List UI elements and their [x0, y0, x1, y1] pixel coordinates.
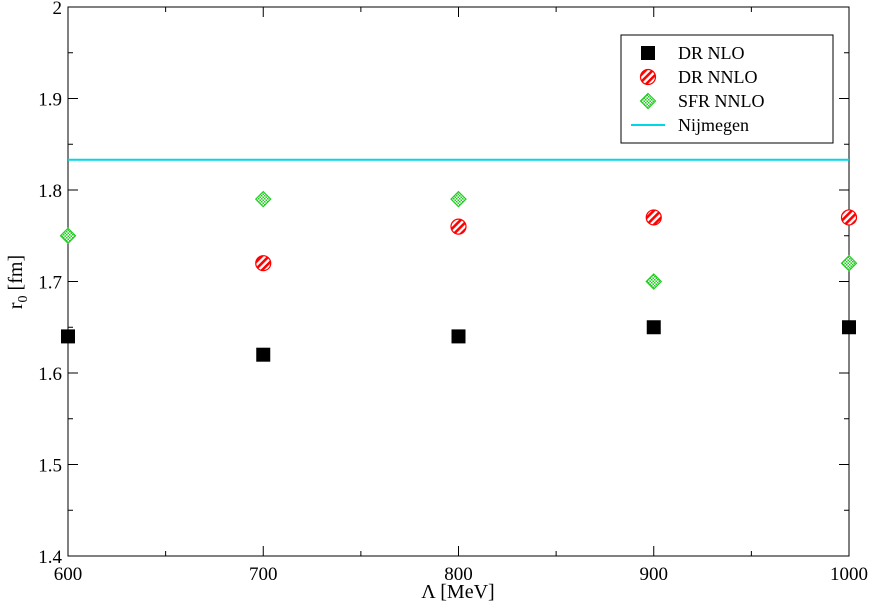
x-tick-label: 700	[249, 564, 278, 585]
x-tick-label: 900	[640, 564, 669, 585]
y-tick-label: 1.8	[38, 181, 62, 202]
legend-swatch-dr-nlo	[641, 46, 655, 60]
legend-label-sfr-nnlo: SFR NNLO	[678, 91, 765, 111]
x-tick-label: 800	[444, 564, 473, 585]
y-axis-title: r0 [fm]	[5, 255, 31, 309]
dr-nnlo-point	[840, 209, 858, 226]
x-tick-label: 1000	[830, 564, 868, 585]
dr-nlo-point	[256, 347, 271, 362]
sfr-nnlo-point	[840, 254, 858, 272]
y-tick-label: 1.5	[38, 456, 62, 477]
x-axis-title: Λ [MeV]	[421, 581, 494, 603]
y-axis-title-subscript: 0	[16, 295, 31, 302]
sfr-nnlo-point	[450, 190, 467, 208]
legend: DR NLO DR NNLO SFR NNLO Nijmegen	[620, 34, 834, 144]
x-tick-label: 600	[54, 564, 83, 585]
y-tick-label: 1.7	[38, 273, 62, 294]
legend-label-dr-nlo: DR NLO	[678, 43, 745, 63]
legend-label-dr-nnlo: DR NNLO	[678, 67, 758, 87]
legend-swatch-dr-nnlo	[639, 68, 657, 86]
sfr-nnlo-point	[254, 190, 272, 208]
dr-nlo-point	[451, 329, 466, 344]
y-tick-label: 1.9	[38, 90, 62, 111]
y-tick-label: 1.6	[38, 364, 62, 385]
dr-nlo-point	[842, 320, 856, 335]
y-axis-title-main: r	[5, 302, 27, 309]
legend-label-nijmegen: Nijmegen	[678, 115, 749, 135]
sfr-nnlo-point	[645, 273, 663, 290]
y-tick-label: 2	[53, 0, 63, 19]
dr-nlo-point	[61, 329, 75, 344]
sfr-nnlo-point	[59, 227, 77, 245]
legend-swatch-sfr-nnlo	[639, 92, 657, 110]
dr-nnlo-point	[255, 255, 272, 272]
y-axis-title-unit: [fm]	[5, 255, 27, 296]
dr-nnlo-point	[450, 218, 467, 235]
y-tick-label: 1.4	[38, 547, 62, 568]
dr-nnlo-point	[645, 209, 662, 226]
dr-nlo-point	[646, 320, 661, 335]
